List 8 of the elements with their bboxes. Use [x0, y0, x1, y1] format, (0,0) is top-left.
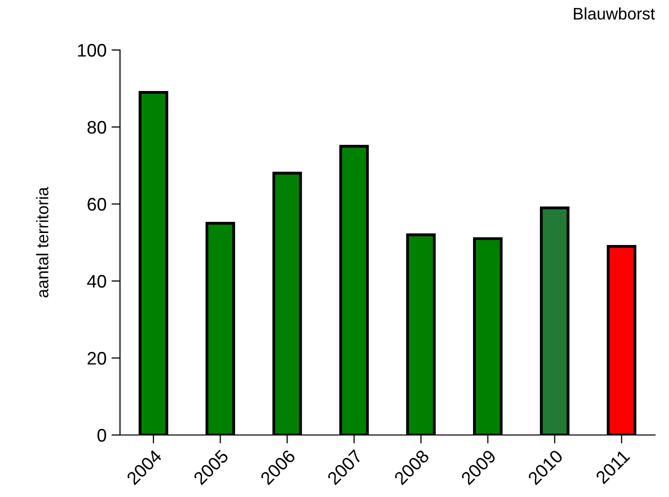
chart-title: Blauwborst: [574, 7, 655, 20]
y-axis-title: aantal territoria: [36, 186, 48, 298]
y-tick-label: 100: [78, 44, 106, 57]
y-tick-label: 80: [88, 120, 106, 134]
y-tick-label: 40: [87, 274, 106, 288]
y-tick-label: 20: [88, 352, 106, 365]
y-tick-label: 60: [88, 198, 106, 211]
y-tick-label: 0: [97, 428, 106, 442]
